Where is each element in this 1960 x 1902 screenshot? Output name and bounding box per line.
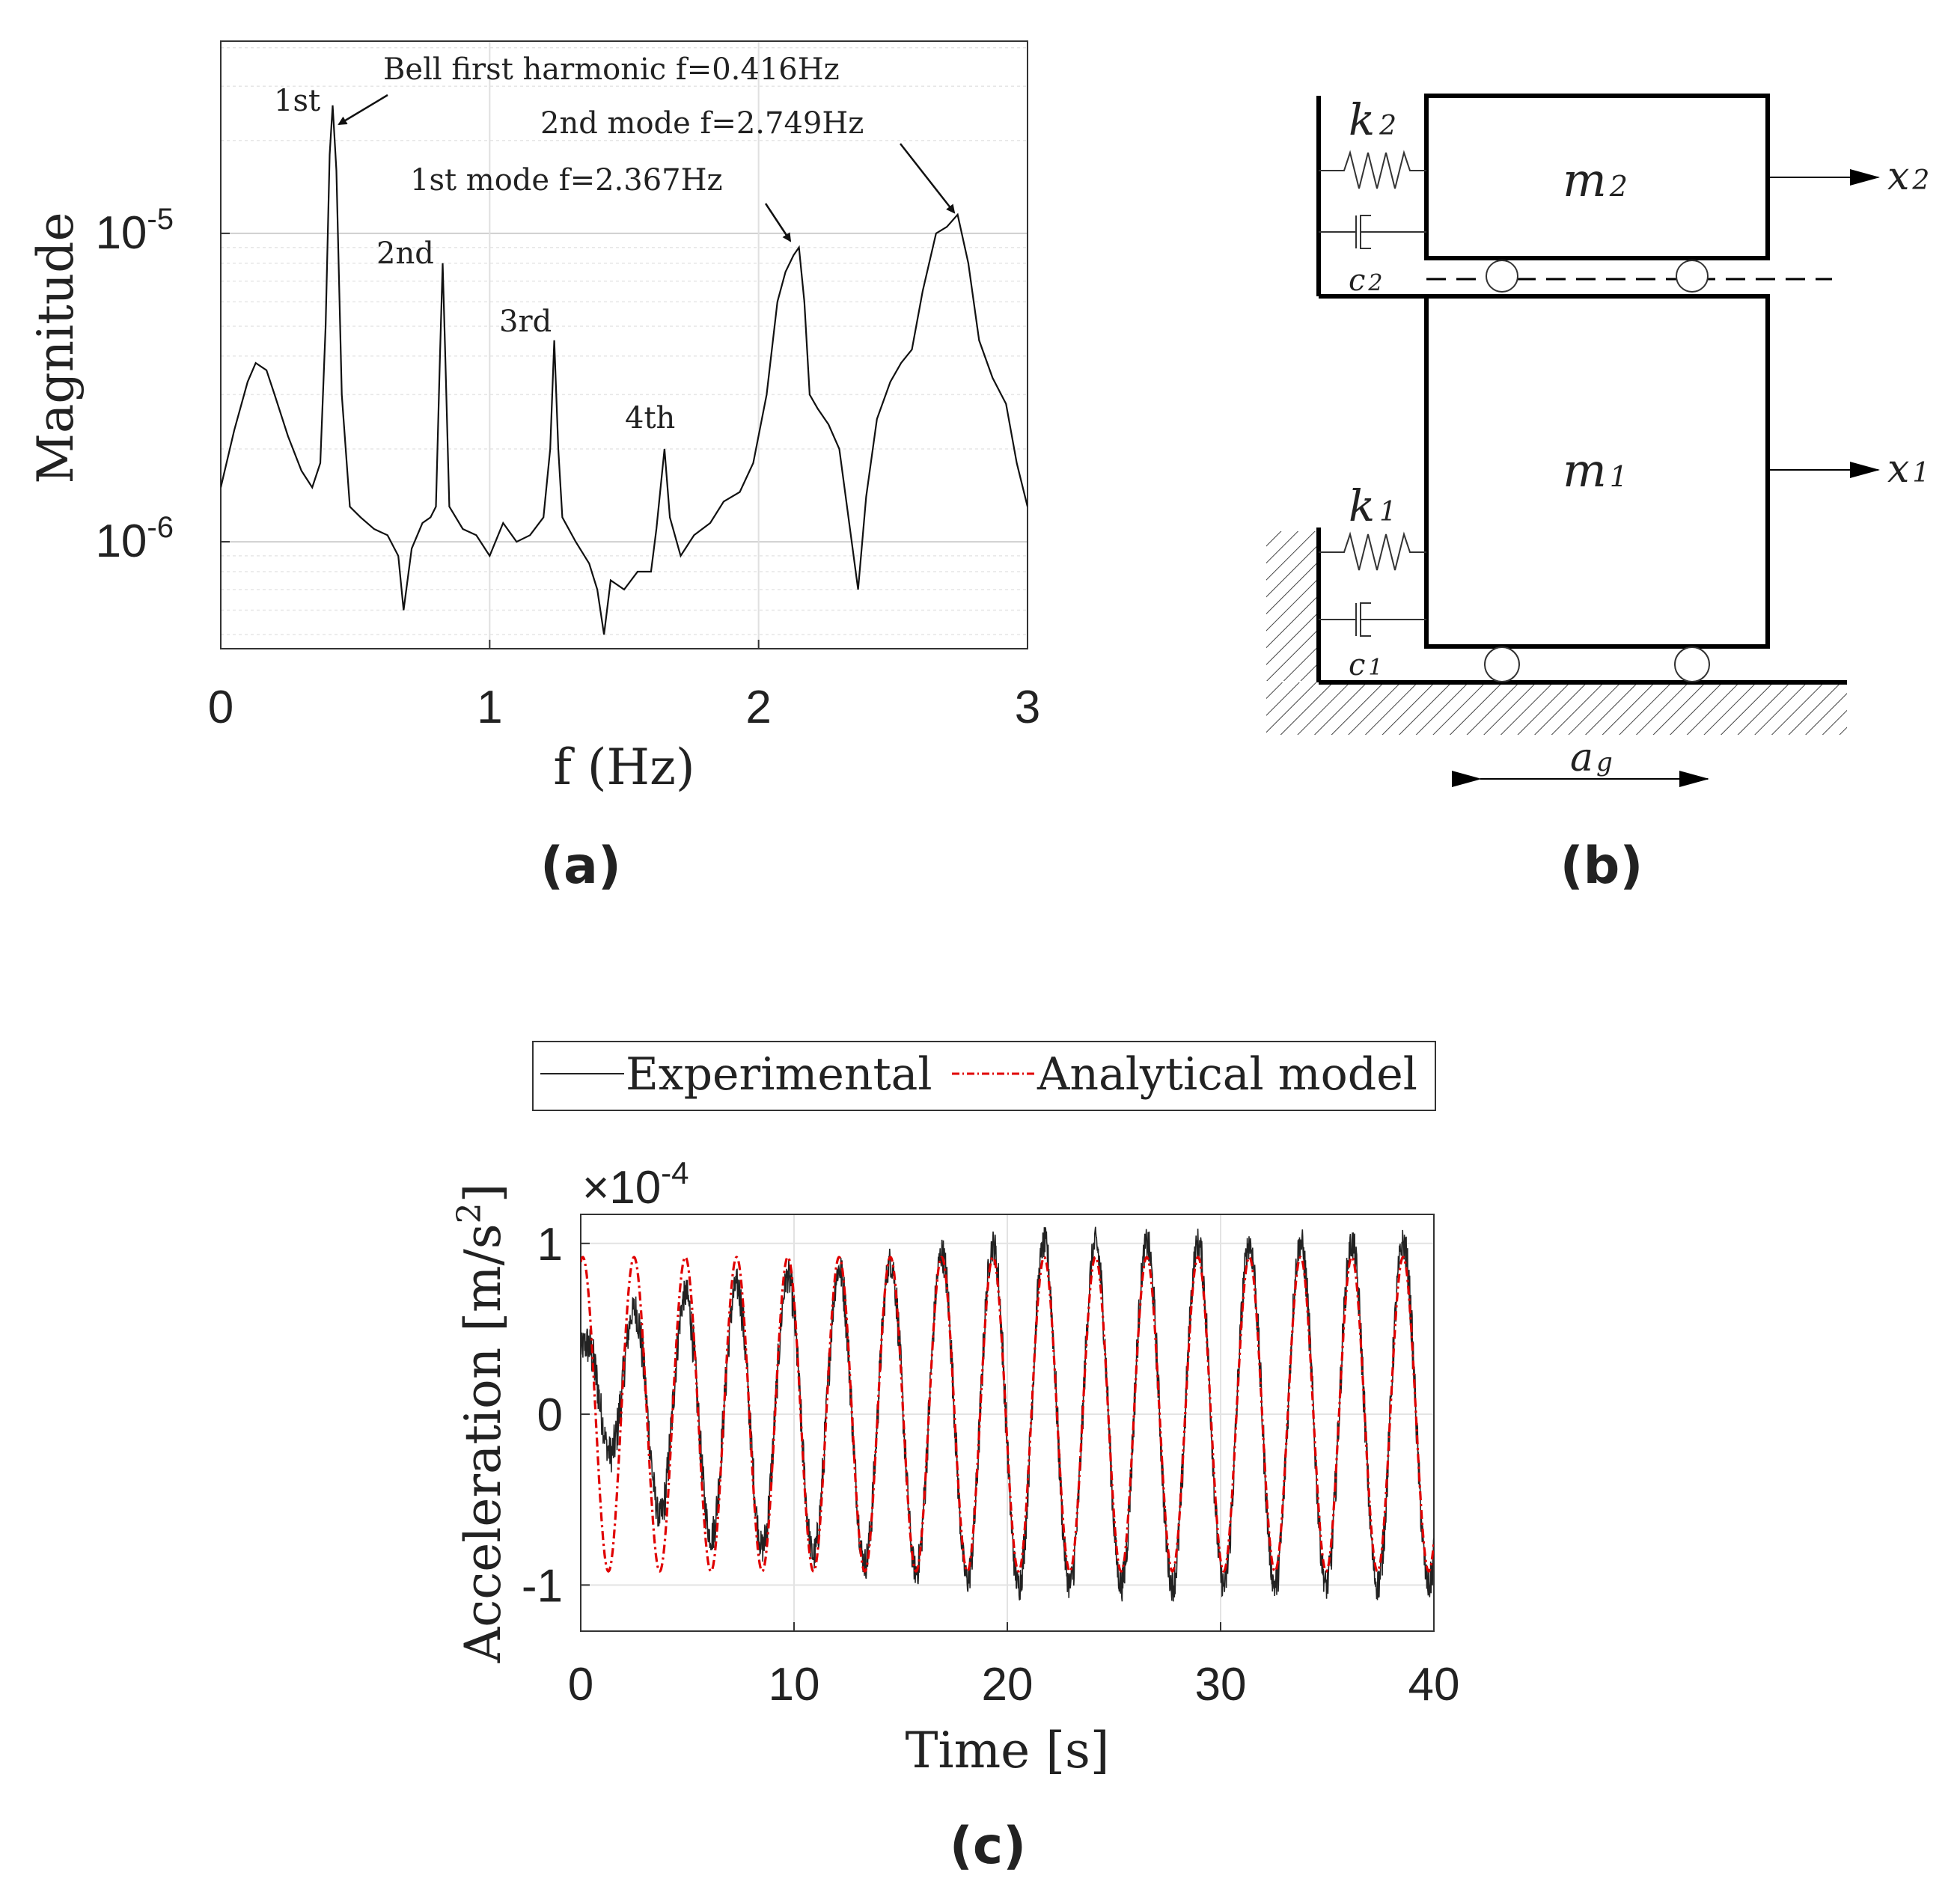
spectrum-x-axis-label: f (Hz) <box>553 739 694 796</box>
ground-floor-hatch <box>1266 682 1847 735</box>
annotation-2nd-mode: 2nd mode f=2.749Hz <box>540 106 864 141</box>
annotation-bell-harmonic: Bell first harmonic f=0.416Hz <box>383 52 840 87</box>
x-tick-label: 3 <box>1015 682 1040 733</box>
spectrum-chart: 0 1 2 3 10-6 10-5 f (Hz) Magnitude Bell firs… <box>27 40 1040 896</box>
x-tick-label: 40 <box>1408 1659 1460 1710</box>
x-tick-label: 10 <box>769 1659 820 1710</box>
spectrum-annotations: Bell first harmonic f=0.416Hz 1st 2nd 3r… <box>274 52 956 435</box>
mass-2-wheel-left <box>1486 260 1518 293</box>
y-tick-label: 1 <box>537 1219 563 1270</box>
y-tick-label: 0 <box>537 1389 563 1441</box>
x-tick-label: 0 <box>568 1659 593 1710</box>
ground-wall-hatch <box>1266 531 1319 681</box>
y-axis-multiplier: ×10-4 <box>582 1155 689 1214</box>
acceleration-y-axis-label: Acceleration [m/s2] <box>451 1184 512 1664</box>
acceleration-y-ticks: -1 0 1 <box>522 1219 590 1612</box>
mass-2-wheel-right <box>1676 260 1709 293</box>
annotation-1st-mode: 1st mode f=2.367Hz <box>410 163 723 198</box>
damper-c2 <box>1319 215 1426 249</box>
annotation-2nd: 2nd <box>376 236 434 271</box>
spectrum-series-line <box>221 105 1028 635</box>
legend: Experimental Analytical model <box>532 1041 1436 1111</box>
spectrum-x-ticks: 0 1 2 3 <box>208 640 1040 733</box>
x-tick-label: 1 <box>477 682 502 733</box>
y-tick-label: -1 <box>522 1560 563 1612</box>
spring-k2 <box>1319 150 1426 189</box>
analytical-series-line <box>581 1256 1434 1573</box>
acceleration-x-axis-label: Time [s] <box>905 1722 1109 1779</box>
spring-k1 <box>1319 531 1426 571</box>
x-tick-label: 30 <box>1195 1659 1247 1710</box>
caption-c: (c) <box>950 1817 1026 1876</box>
annotation-4th: 4th <box>625 401 675 435</box>
mass-1-block <box>1424 294 1770 649</box>
spectrum-y-axis-label: Magnitude <box>27 212 85 483</box>
annotation-3rd: 3rd <box>499 305 552 339</box>
x-tick-label: 20 <box>982 1659 1034 1710</box>
legend-label-analytical: Analytical model <box>1037 1048 1417 1101</box>
legend-box <box>532 1041 1436 1111</box>
caption-b: (b) <box>1560 837 1643 896</box>
arrow-1st-harmonic <box>338 94 388 126</box>
damper-c1 <box>1319 602 1426 637</box>
acceleration-chart: Experimental Analytical model ×10-4 0 10 2… <box>451 1041 1460 1876</box>
x-tick-label: 0 <box>208 682 233 733</box>
spectrum-y-ticks: 10-6 10-5 <box>95 203 230 567</box>
annotation-1st: 1st <box>274 84 320 118</box>
mass-1-wheel-left <box>1484 646 1520 682</box>
y-tick-label: 10-5 <box>95 203 174 259</box>
caption-a: (a) <box>540 837 621 896</box>
arrow-2nd-mode <box>900 143 956 214</box>
mass-1-wheel-right <box>1674 646 1710 682</box>
y-tick-label: 10-6 <box>95 511 174 567</box>
x-tick-label: 2 <box>745 682 771 733</box>
legend-label-experimental: Experimental <box>626 1048 932 1101</box>
acceleration-x-ticks: 0 10 20 30 40 <box>568 1622 1460 1710</box>
spectrum-plot-frame <box>220 40 1028 649</box>
arrow-1st-mode <box>764 203 792 242</box>
